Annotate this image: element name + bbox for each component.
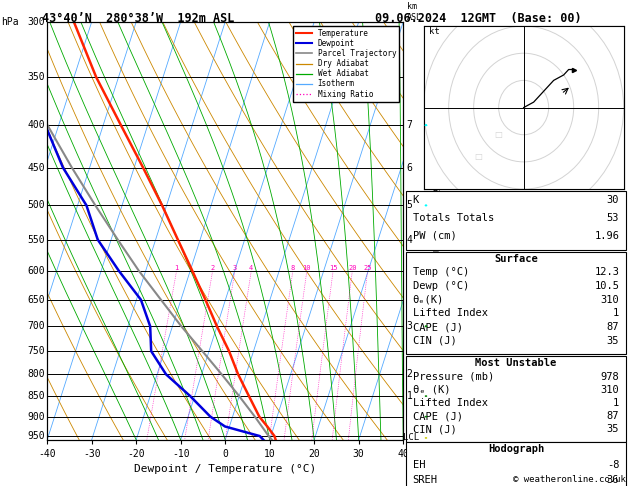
- Text: 6: 6: [407, 163, 413, 173]
- Text: Dewp (°C): Dewp (°C): [413, 281, 469, 291]
- Text: 850: 850: [27, 391, 45, 401]
- Text: Lifted Index: Lifted Index: [413, 309, 487, 318]
- X-axis label: Dewpoint / Temperature (°C): Dewpoint / Temperature (°C): [134, 465, 316, 474]
- Text: 600: 600: [27, 266, 45, 276]
- Text: 1: 1: [613, 309, 620, 318]
- Text: 1.96: 1.96: [594, 231, 620, 241]
- Text: 1: 1: [174, 265, 179, 271]
- Text: 310: 310: [601, 385, 620, 395]
- Text: hPa: hPa: [1, 17, 19, 27]
- Text: 3: 3: [407, 321, 413, 331]
- Text: Pressure (mb): Pressure (mb): [413, 371, 494, 382]
- Bar: [424, 26, 624, 189]
- Text: © weatheronline.co.uk: © weatheronline.co.uk: [513, 474, 626, 484]
- Text: 4: 4: [407, 235, 413, 244]
- Text: Hodograph: Hodograph: [488, 444, 544, 454]
- Text: PW (cm): PW (cm): [413, 231, 457, 241]
- Text: 750: 750: [27, 346, 45, 356]
- Text: 35: 35: [607, 336, 620, 346]
- Text: 12.3: 12.3: [594, 267, 620, 278]
- Text: 30: 30: [607, 195, 620, 205]
- Text: CAPE (J): CAPE (J): [413, 411, 463, 421]
- Text: CIN (J): CIN (J): [413, 424, 457, 434]
- Text: 310: 310: [601, 295, 620, 305]
- Text: -8: -8: [607, 460, 620, 469]
- Text: 4: 4: [249, 265, 253, 271]
- Bar: [406, 191, 626, 250]
- Text: 978: 978: [601, 371, 620, 382]
- Text: Lifted Index: Lifted Index: [413, 398, 487, 408]
- Text: 3: 3: [233, 265, 237, 271]
- Text: Most Unstable: Most Unstable: [476, 358, 557, 368]
- Text: θₑ(K): θₑ(K): [413, 295, 444, 305]
- Text: 300: 300: [27, 17, 45, 27]
- Text: θₑ (K): θₑ (K): [413, 385, 450, 395]
- Text: Mixing Ratio (g/kg): Mixing Ratio (g/kg): [431, 180, 441, 282]
- Text: 87: 87: [607, 322, 620, 332]
- Text: 350: 350: [27, 72, 45, 82]
- Text: Surface: Surface: [494, 254, 538, 264]
- Text: K: K: [413, 195, 419, 205]
- Text: 1: 1: [407, 391, 413, 401]
- Text: 53: 53: [607, 213, 620, 223]
- Bar: [406, 442, 626, 486]
- Text: 950: 950: [27, 431, 45, 441]
- Text: 35: 35: [607, 424, 620, 434]
- Text: 10.5: 10.5: [594, 281, 620, 291]
- Text: 20: 20: [348, 265, 357, 271]
- Text: 450: 450: [27, 163, 45, 173]
- Text: 900: 900: [27, 412, 45, 422]
- Text: 5: 5: [407, 200, 413, 210]
- Text: 43°40’N  280°38’W  192m ASL: 43°40’N 280°38’W 192m ASL: [42, 12, 235, 25]
- Text: km
ASL: km ASL: [407, 2, 422, 22]
- Text: 36: 36: [607, 475, 620, 485]
- Text: 1: 1: [613, 398, 620, 408]
- Text: Temp (°C): Temp (°C): [413, 267, 469, 278]
- Text: Totals Totals: Totals Totals: [413, 213, 494, 223]
- Text: 550: 550: [27, 235, 45, 244]
- Text: EH: EH: [413, 460, 425, 469]
- Legend: Temperature, Dewpoint, Parcel Trajectory, Dry Adiabat, Wet Adiabat, Isotherm, Mi: Temperature, Dewpoint, Parcel Trajectory…: [293, 26, 399, 102]
- Text: 8: 8: [291, 265, 295, 271]
- Text: 09.06.2024  12GMT  (Base: 00): 09.06.2024 12GMT (Base: 00): [375, 12, 581, 25]
- Text: 25: 25: [364, 265, 372, 271]
- Text: CIN (J): CIN (J): [413, 336, 457, 346]
- Text: 650: 650: [27, 295, 45, 305]
- Text: 500: 500: [27, 200, 45, 210]
- Bar: [406, 252, 626, 354]
- Bar: [406, 356, 626, 442]
- Text: 10: 10: [303, 265, 311, 271]
- Text: CAPE (J): CAPE (J): [413, 322, 463, 332]
- Text: 800: 800: [27, 369, 45, 379]
- Text: 400: 400: [27, 120, 45, 130]
- Text: 2: 2: [407, 369, 413, 379]
- Text: 700: 700: [27, 321, 45, 331]
- Text: 87: 87: [607, 411, 620, 421]
- Text: 15: 15: [329, 265, 337, 271]
- Text: 2: 2: [211, 265, 214, 271]
- Text: 7: 7: [407, 120, 413, 130]
- Text: SREH: SREH: [413, 475, 438, 485]
- Text: LCL: LCL: [403, 434, 420, 442]
